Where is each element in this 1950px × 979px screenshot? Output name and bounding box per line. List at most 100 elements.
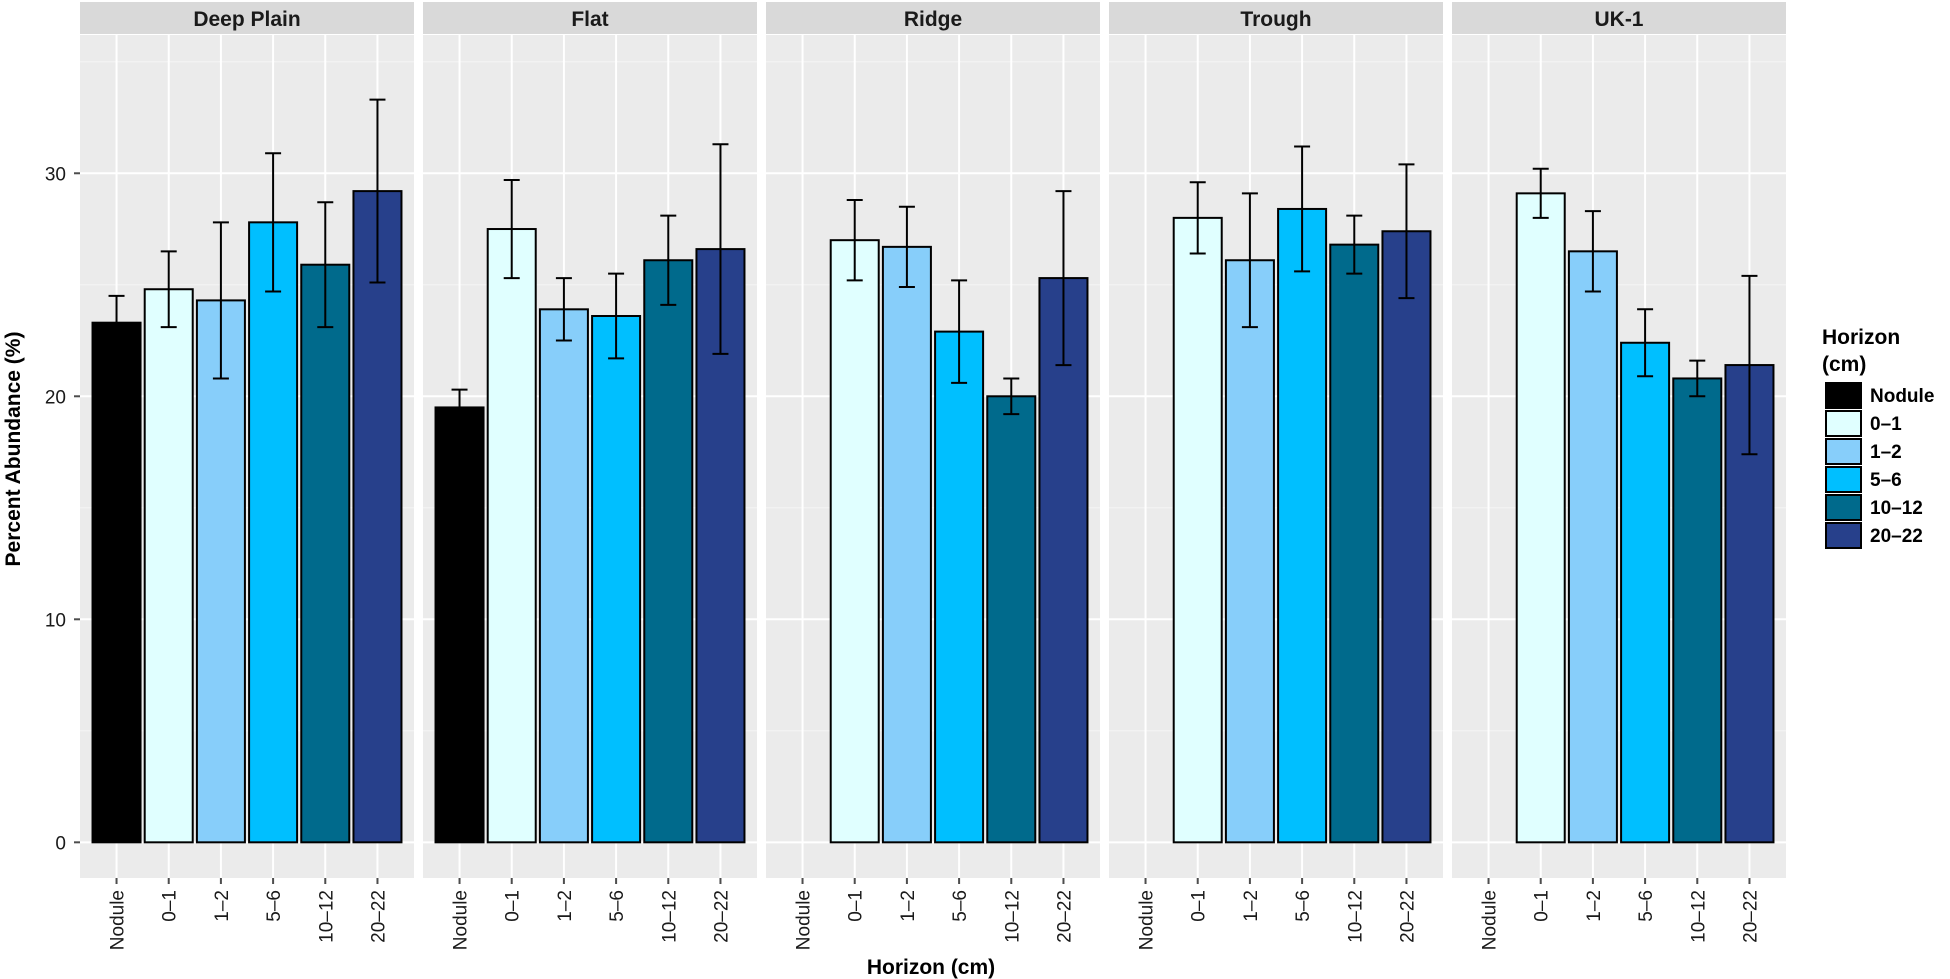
error-bar <box>317 201 334 329</box>
bar <box>986 395 1037 844</box>
legend-label: 5–6 <box>1870 470 1902 491</box>
bar <box>1038 277 1089 844</box>
panels-layer: Deep Plain Nodule 0–1 1–2 5–6 10–12 20–22 Flat N… <box>80 2 1786 950</box>
legend-swatch <box>1825 382 1862 409</box>
y-tick-label: 20 <box>45 387 66 408</box>
bar <box>1172 216 1223 844</box>
error-bar <box>369 98 386 284</box>
legend-swatch <box>1825 410 1862 437</box>
legend-swatch <box>1825 494 1862 521</box>
legend-title-line2: (cm) <box>1822 353 1866 376</box>
bar <box>881 245 932 844</box>
facet-strip-label: Flat <box>571 8 608 31</box>
error-bar <box>1003 377 1020 416</box>
facet-panel: Ridge Nodule 0–1 1–2 5–6 10–12 20–22 <box>766 2 1100 950</box>
bar <box>1567 250 1618 844</box>
x-tick-label: Nodule <box>794 890 815 950</box>
y-tick-label: 30 <box>45 164 66 185</box>
error-bar <box>1189 181 1206 255</box>
x-tick-label: 5–6 <box>1293 890 1314 922</box>
x-tick-label: 10–12 <box>1002 890 1023 943</box>
bar <box>1381 230 1432 844</box>
facet-strip <box>423 2 757 34</box>
x-tick-label: 5–6 <box>264 890 285 922</box>
facet-strip <box>1452 2 1786 34</box>
x-tick-label: 1–2 <box>212 890 233 922</box>
error-bar <box>1055 190 1072 367</box>
legend-label: 0–1 <box>1870 414 1902 435</box>
legend-label: 20–22 <box>1870 526 1923 547</box>
error-bar <box>212 221 229 380</box>
y-axis: 0 10 20 30 <box>45 164 80 854</box>
bar <box>934 330 985 844</box>
bar <box>486 228 537 844</box>
x-tick-label: Nodule <box>1137 890 1158 950</box>
y-tick-label: 0 <box>55 833 66 854</box>
y-tick-label: 10 <box>45 610 66 631</box>
x-tick-label: Nodule <box>451 890 472 950</box>
legend-swatch <box>1825 438 1862 465</box>
x-tick-label: 5–6 <box>607 890 628 922</box>
legend-swatch <box>1825 466 1862 493</box>
error-bar <box>160 250 177 329</box>
error-bar <box>108 294 125 351</box>
legend-label: 1–2 <box>1870 442 1902 463</box>
error-bar <box>1346 214 1363 275</box>
bar <box>248 221 299 844</box>
error-bar <box>1584 210 1601 293</box>
legend-title-line1: Horizon <box>1822 326 1900 349</box>
x-tick-label: 0–1 <box>1532 890 1553 922</box>
bar <box>1620 341 1671 844</box>
legend: Horizon (cm) Nodule 0–1 1–2 5–6 10–12 20–22 <box>1822 326 1934 549</box>
bar <box>434 406 485 844</box>
x-axis-title: Horizon (cm) <box>867 956 995 979</box>
error-bar <box>1241 192 1258 329</box>
error-bar <box>555 277 572 342</box>
bar <box>829 239 880 844</box>
facet-panel: Flat Nodule 0–1 1–2 5–6 10–12 20–22 <box>423 2 757 950</box>
y-axis-title: Percent Abundance (%) <box>2 332 25 567</box>
facet-strip <box>766 2 1100 34</box>
facet-strip-label: Ridge <box>904 8 962 31</box>
bar <box>1224 259 1275 844</box>
bar <box>591 315 642 844</box>
facet-panel: Trough Nodule 0–1 1–2 5–6 10–12 20–22 <box>1109 2 1443 950</box>
bar <box>1277 207 1328 844</box>
legend-swatch <box>1825 522 1862 549</box>
bar <box>300 263 351 844</box>
bar <box>538 308 589 844</box>
error-bar <box>451 388 468 427</box>
x-tick-label: 20–22 <box>1740 890 1761 943</box>
error-bar <box>608 272 625 360</box>
x-tick-label: 20–22 <box>1054 890 1075 943</box>
x-tick-label: 20–22 <box>711 890 732 943</box>
error-bar <box>1532 167 1549 219</box>
error-bar <box>846 199 863 282</box>
x-tick-label: Nodule <box>108 890 129 950</box>
x-tick-label: 1–2 <box>898 890 919 922</box>
x-tick-label: 10–12 <box>1688 890 1709 943</box>
x-tick-label: 1–2 <box>555 890 576 922</box>
facet-panel: UK-1 Nodule 0–1 1–2 5–6 10–12 20–22 <box>1452 2 1786 950</box>
bar <box>195 299 246 844</box>
error-bar <box>712 143 729 355</box>
legend-label: 10–12 <box>1870 498 1923 519</box>
x-tick-label: 5–6 <box>950 890 971 922</box>
bar <box>91 321 142 844</box>
x-tick-label: 10–12 <box>659 890 680 943</box>
error-bar <box>1398 163 1415 300</box>
error-bar <box>898 205 915 289</box>
x-tick-label: 20–22 <box>1397 890 1418 943</box>
facet-strip <box>80 2 414 34</box>
x-tick-label: 0–1 <box>160 890 181 922</box>
error-bar <box>1741 274 1758 456</box>
bar <box>352 190 403 844</box>
bar <box>1672 377 1723 844</box>
x-tick-label: 0–1 <box>1189 890 1210 922</box>
error-bar <box>1637 308 1654 378</box>
facet-strip-label: UK-1 <box>1594 8 1643 31</box>
facet-panel: Deep Plain Nodule 0–1 1–2 5–6 10–12 20–22 <box>80 2 414 950</box>
bar <box>1515 192 1566 844</box>
error-bar <box>660 214 677 306</box>
